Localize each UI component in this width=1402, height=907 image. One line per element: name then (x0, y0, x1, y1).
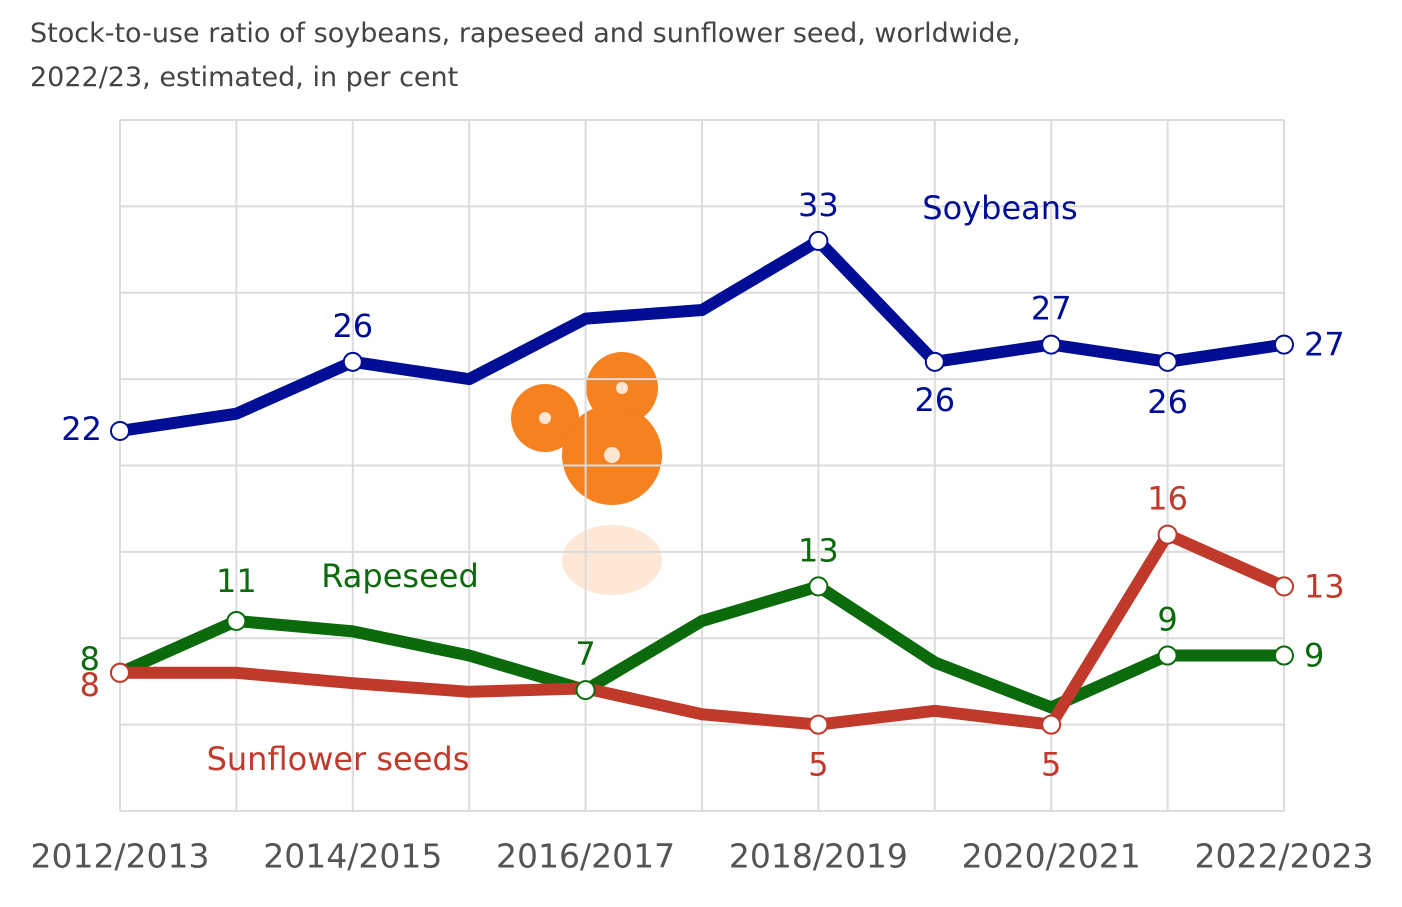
data-label: 27 (1031, 290, 1072, 328)
point-marker (924, 351, 945, 372)
point-marker (575, 680, 596, 701)
point-marker (808, 714, 829, 735)
data-label: 26 (1147, 383, 1188, 421)
data-label: 5 (808, 746, 828, 784)
x-tick-label: 2016/2017 (496, 837, 675, 876)
series-line (114, 580, 1290, 714)
chart-title: Stock-to-use ratio of soybeans, rapeseed… (30, 18, 1021, 93)
point-marker (808, 576, 829, 597)
data-label: 5 (1041, 746, 1061, 784)
data-label: 8 (80, 666, 100, 704)
series-label: Sunflower seeds (207, 740, 470, 778)
data-label: 9 (1304, 637, 1324, 675)
data-label: 7 (575, 635, 595, 673)
data-label: 26 (914, 381, 955, 419)
data-label: 33 (798, 186, 839, 224)
point-marker (1274, 576, 1294, 597)
x-tick-label: 2014/2015 (263, 837, 442, 876)
data-label: 27 (1304, 326, 1345, 364)
point-marker (1157, 351, 1178, 372)
x-tick-label: 2020/2021 (962, 837, 1141, 876)
point-marker (1274, 645, 1294, 666)
x-tick-label: 2012/2013 (30, 837, 209, 876)
x-tick-label: 2018/2019 (729, 837, 908, 876)
data-label: 26 (332, 307, 373, 345)
point-marker (808, 230, 829, 251)
data-label: 13 (798, 531, 839, 569)
flower-icon (511, 352, 662, 595)
point-marker (342, 351, 363, 372)
series-label: Rapeseed (321, 557, 479, 595)
data-label: 11 (216, 562, 257, 600)
series-line (114, 234, 1290, 437)
point-marker (1041, 714, 1062, 735)
x-tick-label: 2022/2023 (1194, 837, 1373, 876)
series-line (114, 528, 1290, 731)
data-label: 22 (61, 410, 102, 448)
data-label: 16 (1147, 480, 1188, 518)
series-label: Soybeans (922, 189, 1077, 227)
point-marker (1274, 334, 1294, 355)
point-marker (110, 662, 130, 683)
point-marker (1157, 645, 1178, 666)
data-label: 9 (1157, 601, 1177, 639)
point-marker (1041, 334, 1062, 355)
data-label: 8 (80, 640, 100, 678)
point-marker (226, 610, 247, 631)
point-marker (110, 420, 130, 441)
point-marker (1157, 524, 1178, 545)
data-label: 13 (1304, 567, 1345, 605)
